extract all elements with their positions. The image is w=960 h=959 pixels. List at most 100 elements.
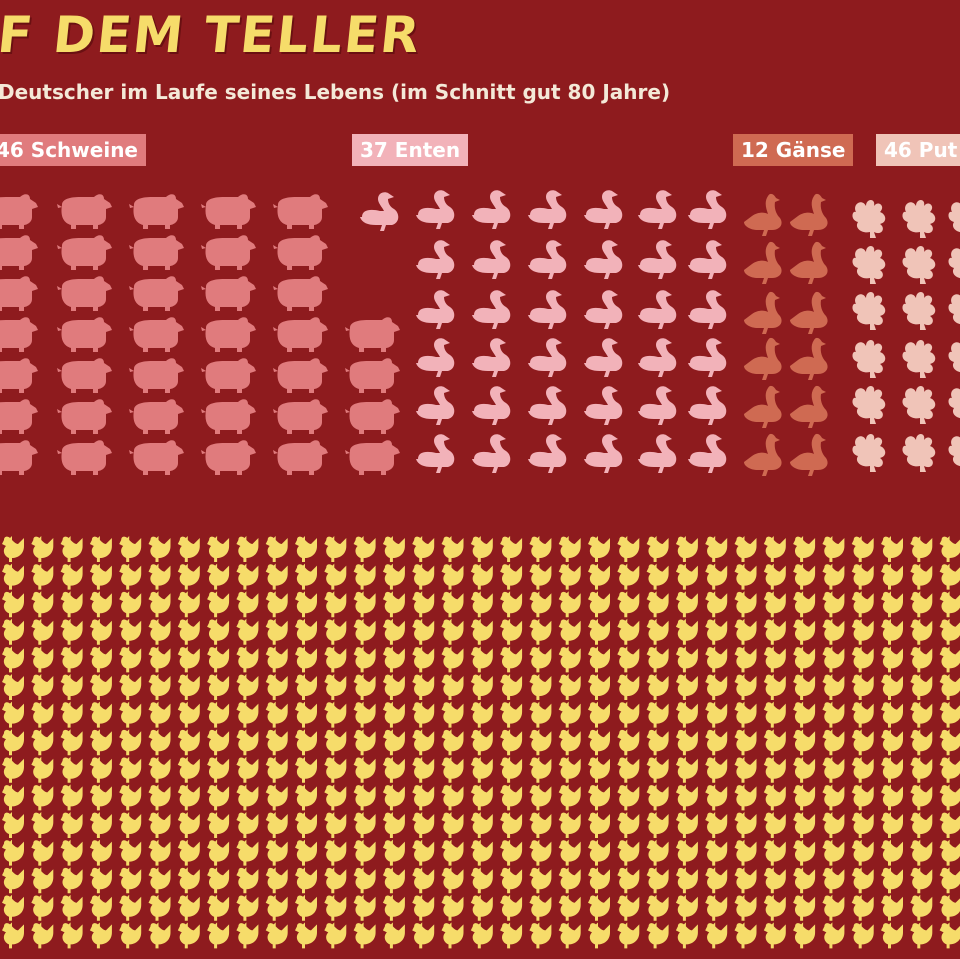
- duck-icon: [472, 338, 511, 377]
- chicken-icon: [148, 729, 171, 756]
- chicken-icon: [881, 674, 903, 700]
- chicken-icon: [675, 894, 698, 921]
- chicken-icon: [324, 729, 347, 756]
- duck-icon: [688, 190, 727, 229]
- chicken-icon: [207, 839, 230, 866]
- chicken-icon: [558, 646, 581, 673]
- chicken-icon: [910, 618, 933, 645]
- pig-icon: [201, 440, 256, 475]
- chicken-icon: [793, 812, 816, 838]
- chicken-icon: [119, 618, 142, 645]
- chicken-icon: [705, 618, 728, 645]
- chicken-icon: [441, 591, 464, 618]
- chicken-icon: [177, 729, 200, 756]
- chicken-icon: [734, 646, 757, 673]
- chicken-icon: [763, 701, 786, 728]
- chicken-icon: [881, 867, 903, 894]
- chicken-icon: [119, 536, 142, 562]
- chicken-icon: [89, 591, 112, 618]
- turkey-icon: [852, 292, 886, 330]
- chicken-icon: [793, 701, 816, 728]
- chicken-icon: [705, 784, 728, 811]
- chicken-icon: [500, 756, 523, 783]
- chicken-icon: [295, 536, 317, 562]
- chicken-icon: [500, 563, 523, 590]
- chicken-icon: [31, 922, 54, 949]
- chicken-icon: [705, 563, 728, 590]
- chicken-icon: [646, 894, 669, 921]
- chicken-icon: [910, 867, 933, 894]
- duck-icon: [584, 290, 623, 329]
- chicken-icon: [558, 839, 581, 866]
- chicken-icon: [119, 784, 142, 811]
- chicken-icon: [705, 674, 728, 700]
- chicken-icon: [500, 646, 523, 673]
- chicken-icon: [148, 839, 171, 866]
- chicken-icon: [295, 756, 317, 783]
- chicken-icon: [793, 536, 816, 562]
- pig-icon: [345, 358, 400, 393]
- turkey-icon: [948, 386, 960, 424]
- chicken-icon: [675, 756, 698, 783]
- chicken-icon: [353, 563, 376, 590]
- duck-icon: [688, 338, 727, 377]
- chicken-icon: [89, 646, 112, 673]
- chicken-icon: [617, 839, 640, 866]
- chicken-icon: [236, 729, 259, 756]
- chicken-icon: [822, 867, 845, 894]
- chicken-icon: [588, 922, 610, 949]
- chicken-icon: [441, 674, 464, 700]
- chicken-icon: [2, 701, 24, 728]
- chicken-icon: [89, 618, 112, 645]
- chicken-icon: [910, 839, 933, 866]
- chicken-icon: [881, 812, 903, 838]
- chicken-icon: [470, 729, 493, 756]
- chicken-icon: [675, 867, 698, 894]
- chicken-icon: [793, 922, 816, 949]
- chicken-icon: [705, 646, 728, 673]
- chicken-icon: [588, 563, 610, 590]
- goose-icon: [744, 193, 782, 236]
- goose-icon: [744, 337, 782, 380]
- chicken-icon: [295, 563, 317, 590]
- chicken-icon: [558, 618, 581, 645]
- chicken-icon: [177, 894, 200, 921]
- chicken-icon: [939, 729, 960, 756]
- chicken-icon: [295, 839, 317, 866]
- pig-icon: [57, 399, 113, 434]
- chicken-icon: [470, 894, 493, 921]
- chicken-icon: [382, 729, 405, 756]
- chicken-icon: [851, 536, 874, 562]
- chicken-icon: [324, 894, 347, 921]
- duck-icon: [472, 434, 511, 473]
- chicken-icon: [588, 756, 610, 783]
- chicken-icon: [851, 784, 874, 811]
- chicken-icon: [265, 646, 288, 673]
- pig-icon: [129, 235, 184, 270]
- chicken-icon: [910, 812, 933, 838]
- chicken-icon: [89, 563, 112, 590]
- chicken-icon: [470, 812, 493, 838]
- chicken-icon: [441, 812, 464, 838]
- duck-icon: [688, 434, 727, 473]
- chicken-icon: [412, 618, 435, 645]
- chicken-icon: [89, 867, 112, 894]
- chicken-icon: [529, 563, 552, 590]
- chicken-icon: [295, 701, 317, 728]
- chicken-icon: [441, 701, 464, 728]
- chicken-icon: [470, 701, 493, 728]
- chicken-icon: [119, 839, 142, 866]
- pig-icon: [273, 399, 328, 434]
- chicken-icon: [295, 922, 317, 949]
- chicken-icon: [236, 591, 259, 618]
- chicken-icon: [2, 922, 24, 949]
- chicken-icon: [500, 701, 523, 728]
- chicken-icon: [236, 536, 259, 562]
- chicken-icon: [734, 563, 757, 590]
- chicken-icon: [529, 784, 552, 811]
- chicken-icon: [148, 894, 171, 921]
- chicken-icon: [939, 894, 960, 921]
- chicken-icon: [500, 894, 523, 921]
- chicken-icon: [558, 894, 581, 921]
- chicken-icon: [265, 867, 288, 894]
